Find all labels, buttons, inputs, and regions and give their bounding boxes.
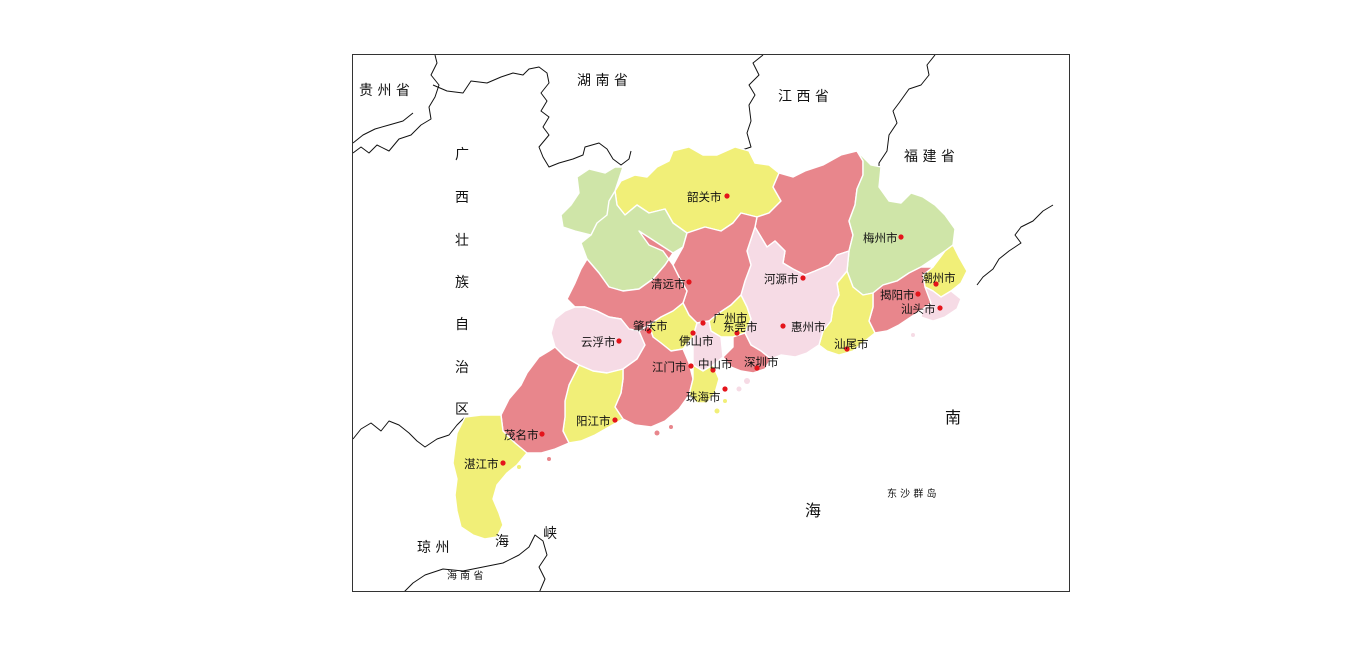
prefectures — [452, 146, 968, 540]
city-label-dongguan: 东莞市 — [723, 320, 758, 334]
city-dot-dongguan — [734, 330, 740, 336]
city-label-qingyuan: 清远市 — [651, 277, 686, 291]
city-label-yangjiang: 阳江市 — [576, 414, 611, 428]
label-jiangxi: 江 西 省 — [778, 89, 829, 105]
city-dot-yangjiang — [612, 417, 618, 423]
city-dot-shanwei — [844, 346, 850, 352]
label-hainan: 海 南 省 — [447, 569, 483, 582]
city-dot-jieyang — [915, 291, 921, 297]
label-guangxi-1: 西 — [455, 190, 469, 206]
city-label-zhongshan: 中山市 — [698, 357, 733, 371]
label-guangxi-3: 族 — [455, 275, 469, 291]
city-dot-zhuhai — [722, 386, 728, 392]
label-sea: 海 — [805, 501, 821, 520]
city-dot-zhanjiang — [500, 460, 506, 466]
region-maoming[interactable] — [500, 346, 580, 454]
city-label-zhaoqing: 肇庆市 — [633, 319, 668, 333]
city-label-shanwei: 汕尾市 — [834, 337, 869, 351]
city-dot-zhaoqing — [646, 328, 652, 334]
hunan-guangxi-border — [432, 66, 632, 168]
city-dot-meizhou — [898, 234, 904, 240]
label-dongsha: 东 沙 群 岛 — [887, 487, 937, 500]
label-guangxi-2: 壮 — [455, 233, 469, 249]
neighbor-borders — [353, 55, 1054, 591]
label-qiongzhou: 琼 州 — [417, 540, 449, 556]
city-label-shenzhen: 深圳市 — [744, 355, 779, 369]
label-fujian: 福 建 省 — [904, 149, 955, 165]
region-qingyuan[interactable] — [560, 166, 688, 292]
city-label-heyuan: 河源市 — [764, 272, 799, 286]
city-label-huizhou: 惠州市 — [791, 320, 826, 334]
city-dot-heyuan — [800, 275, 806, 281]
city-dot-yunfu — [616, 338, 622, 344]
hunan-jiangxi-border — [738, 55, 764, 152]
city-dot-shenzhen — [754, 365, 760, 371]
hainan-coast — [404, 534, 548, 591]
city-label-yunfu: 云浮市 — [581, 335, 616, 349]
city-label-chaozhou: 潮州市 — [921, 271, 956, 285]
city-dot-foshan — [690, 330, 696, 336]
label-guangxi-4: 自 — [455, 317, 469, 333]
guangxi-hunan-border — [353, 55, 440, 154]
city-label-maoming: 茂名市 — [504, 428, 539, 442]
region-zhanjiang[interactable] — [452, 414, 528, 540]
city-label-shaoguan: 韶关市 — [687, 190, 722, 204]
city-dot-jiangmen — [688, 363, 694, 369]
city-dot-maoming — [539, 431, 545, 437]
region-shantou[interactable] — [920, 286, 962, 322]
city-label-foshan: 佛山市 — [679, 334, 714, 348]
label-haixia-xia: 峡 — [543, 526, 557, 542]
region-zhuhai[interactable] — [688, 364, 720, 404]
city-dot-huizhou — [780, 323, 786, 329]
label-guangxi-0: 广 — [455, 147, 469, 163]
cities: 韶关市 清远市 河源市 梅州市 潮州市 揭阳市 汕头市 汕尾市 惠州市 广州市 … — [464, 190, 956, 471]
label-south: 南 — [945, 408, 961, 427]
city-label-jieyang: 揭阳市 — [880, 288, 915, 302]
label-guangxi-5: 治 — [455, 360, 469, 376]
region-shenzhen[interactable] — [722, 332, 772, 374]
city-label-shantou: 汕头市 — [901, 302, 936, 316]
city-dot-zhongshan — [710, 367, 716, 373]
city-dot-shaoguan — [724, 193, 730, 199]
fujian-coast — [976, 204, 1054, 286]
neighbor-labels: 贵 州 省 湖 南 省 江 西 省 福 建 省 广 西 壮 族 自 治 区 琼 … — [359, 73, 961, 582]
label-haixia-hai: 海 — [495, 534, 509, 550]
guangdong-map: 贵 州 省 湖 南 省 江 西 省 福 建 省 广 西 壮 族 自 治 区 琼 … — [353, 55, 1054, 591]
guangxi-coast — [353, 416, 466, 448]
label-hunan: 湖 南 省 — [577, 73, 628, 89]
city-dot-guangzhou — [700, 320, 706, 326]
city-label-zhanjiang: 湛江市 — [464, 457, 499, 471]
city-label-zhuhai: 珠海市 — [686, 390, 721, 404]
islands — [517, 333, 915, 469]
label-guangxi-6: 区 — [455, 402, 469, 418]
city-label-guangzhou: 广州市 — [713, 311, 748, 325]
city-dot-chaozhou — [933, 281, 939, 287]
city-dot-qingyuan — [686, 279, 692, 285]
map-frame: 贵 州 省 湖 南 省 江 西 省 福 建 省 广 西 壮 族 自 治 区 琼 … — [352, 54, 1070, 592]
city-label-jiangmen: 江门市 — [652, 360, 687, 374]
jiangxi-fujian-border — [870, 55, 936, 190]
label-guizhou: 贵 州 省 — [359, 83, 410, 99]
city-dot-shantou — [937, 305, 943, 311]
guizhou-guangxi-border — [353, 112, 414, 144]
city-label-meizhou: 梅州市 — [863, 231, 898, 245]
